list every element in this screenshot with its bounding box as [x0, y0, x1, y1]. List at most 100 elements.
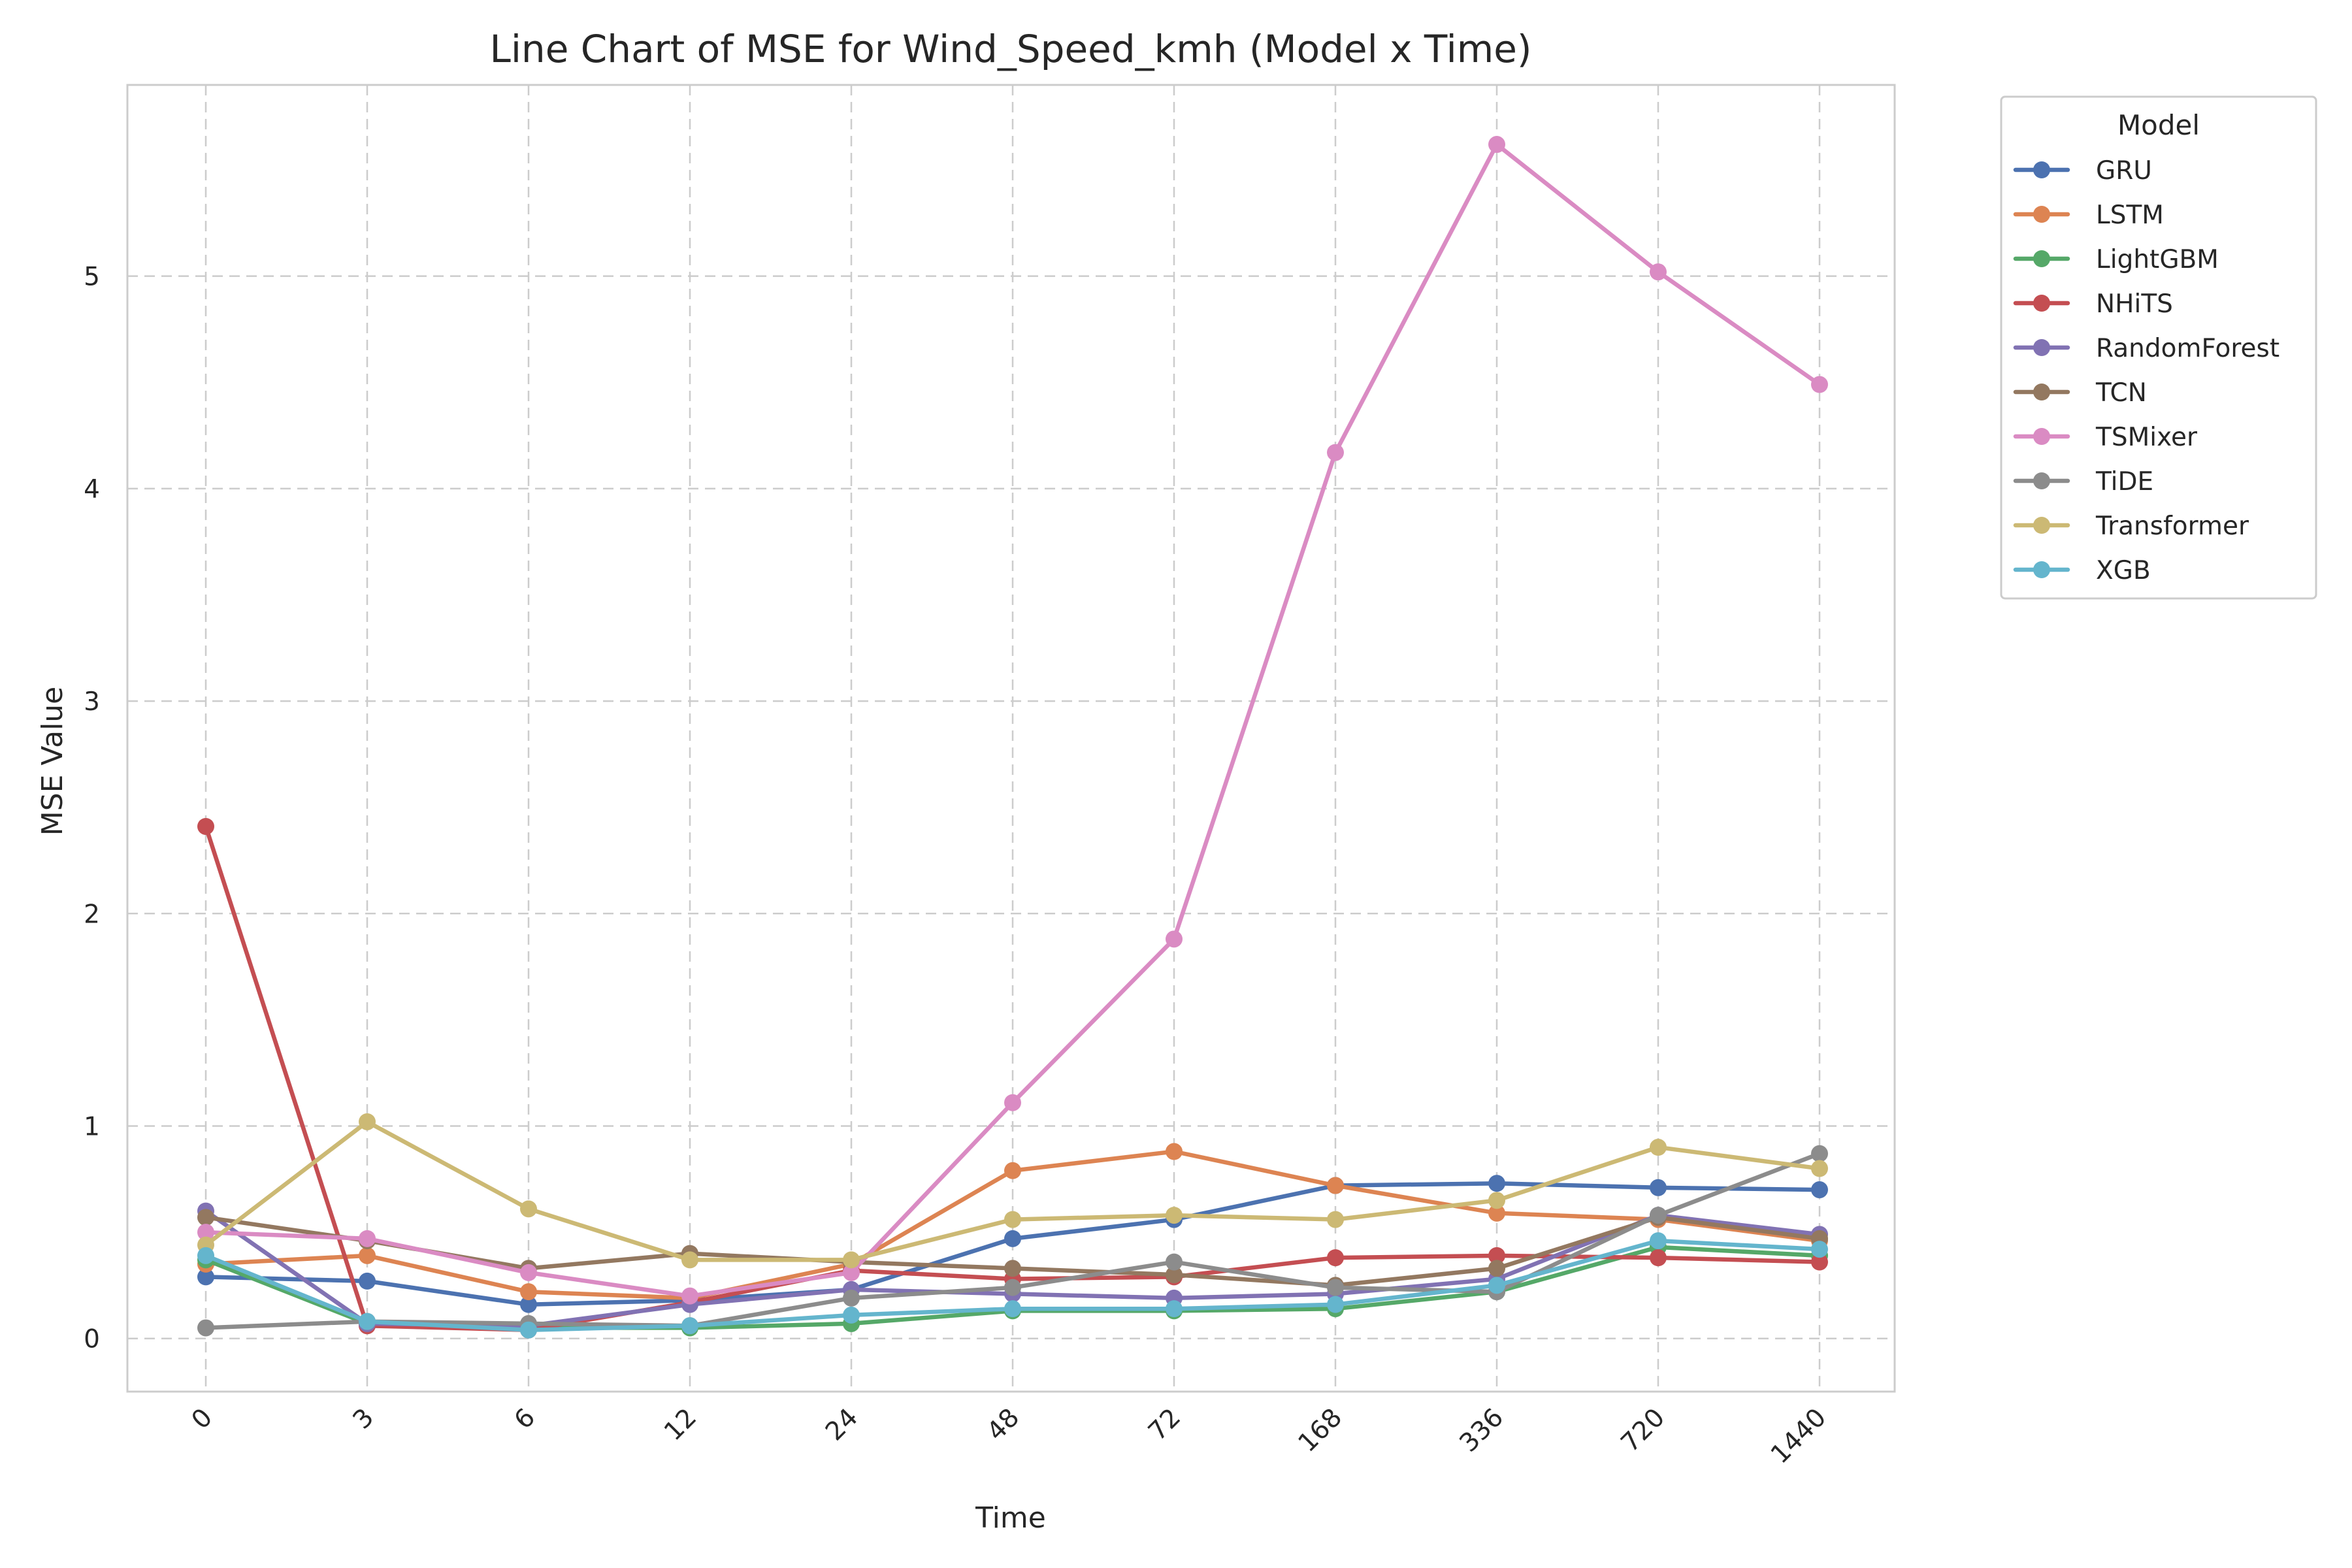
y-axis-ticks: 0 1 2 3 4 5	[84, 263, 100, 1354]
data-point	[1650, 1139, 1667, 1156]
data-point	[843, 1306, 860, 1324]
data-point	[1327, 1211, 1344, 1228]
legend-marker	[2033, 295, 2050, 312]
legend-marker	[2033, 339, 2050, 356]
data-point	[681, 1251, 698, 1269]
y-tick-label: 4	[84, 475, 100, 504]
data-point	[1166, 1143, 1183, 1160]
legend-item-tide: TiDE	[2013, 467, 2153, 497]
data-point	[1166, 930, 1183, 948]
data-point	[520, 1264, 537, 1281]
data-point	[843, 1251, 860, 1269]
legend-item-gru: GRU	[2013, 156, 2152, 186]
data-point	[359, 1247, 376, 1264]
data-point	[359, 1272, 376, 1290]
data-point	[1004, 1260, 1021, 1277]
y-tick-label: 0	[84, 1325, 100, 1354]
data-point	[1650, 1207, 1667, 1224]
data-point	[1004, 1230, 1021, 1247]
legend-label: XGB	[2096, 556, 2151, 585]
data-point	[1327, 1249, 1344, 1267]
legend-box	[2000, 95, 2317, 600]
data-point	[1650, 1179, 1667, 1196]
data-point	[1327, 1279, 1344, 1296]
legend-label: RandomForest	[2096, 334, 2279, 363]
data-point	[1327, 1296, 1344, 1313]
legend-label: LSTM	[2096, 201, 2164, 230]
legend-marker	[2033, 428, 2050, 445]
data-point	[1327, 1177, 1344, 1194]
data-point	[359, 1113, 376, 1130]
y-tick-label: 5	[84, 263, 100, 292]
data-point	[1650, 263, 1667, 281]
data-point	[1488, 1260, 1505, 1277]
data-point	[197, 1268, 214, 1286]
y-axis-label: MSE Value	[36, 687, 69, 836]
data-point	[359, 1230, 376, 1247]
data-point	[520, 1296, 537, 1313]
data-point	[681, 1287, 698, 1305]
data-point	[359, 1313, 376, 1330]
data-point	[520, 1321, 537, 1339]
legend-marker	[2033, 472, 2050, 489]
legend-item-randomforest: RandomForest	[2013, 334, 2279, 363]
data-point	[197, 1209, 214, 1226]
legend-item-nhits: NHiTS	[2013, 289, 2173, 319]
data-point	[1166, 1266, 1183, 1284]
legend-item-tcn: TCN	[2013, 378, 2147, 408]
data-point	[1004, 1094, 1021, 1111]
legend-label: Transformer	[2095, 512, 2249, 541]
legend-title: Model	[2117, 109, 2200, 141]
data-point	[1650, 1249, 1667, 1267]
data-point	[1488, 1277, 1505, 1294]
legend-item-tsmixer: TSMixer	[2013, 423, 2198, 452]
legend-marker	[2033, 161, 2050, 178]
data-point	[681, 1317, 698, 1335]
x-axis-label: Time	[975, 1501, 1046, 1535]
data-point	[1811, 1241, 1828, 1258]
legend-label: TSMixer	[2095, 423, 2198, 452]
legend-item-lstm: LSTM	[2013, 201, 2164, 230]
data-point	[1811, 376, 1828, 393]
legend-label: TCN	[2095, 378, 2147, 408]
data-point	[1166, 1207, 1183, 1224]
legend-item-lightgbm: LightGBM	[2013, 245, 2219, 274]
data-point	[1650, 1232, 1667, 1250]
data-point	[1488, 136, 1505, 154]
data-point	[1488, 1247, 1505, 1264]
data-point	[520, 1200, 537, 1218]
plot-area	[127, 85, 1895, 1392]
data-point	[843, 1289, 860, 1307]
data-point	[1004, 1300, 1021, 1318]
legend-marker	[2033, 561, 2050, 578]
data-point	[197, 1247, 214, 1264]
legend-label: LightGBM	[2096, 245, 2219, 274]
y-tick-label: 2	[84, 900, 100, 929]
legend-marker	[2033, 517, 2050, 534]
data-point	[1488, 1175, 1505, 1192]
data-point	[843, 1264, 860, 1281]
data-point	[1004, 1211, 1021, 1228]
legend: Model GRU LSTM LightGBM NHiTS RandomForest TC…	[2000, 95, 2317, 600]
series-xgb	[197, 1232, 1828, 1339]
data-point	[1166, 1300, 1183, 1318]
legend-items: GRU LSTM LightGBM NHiTS RandomForest TCN TSMix…	[2013, 156, 2279, 585]
data-point	[197, 817, 214, 835]
data-point	[1811, 1253, 1828, 1271]
legend-item-transformer: Transformer	[2013, 512, 2249, 541]
series-tsmixer	[197, 136, 1828, 1305]
data-point	[1811, 1145, 1828, 1162]
data-point	[1811, 1160, 1828, 1177]
data-point	[1488, 1204, 1505, 1222]
data-point	[520, 1283, 537, 1301]
data-point	[1004, 1162, 1021, 1179]
legend-label: NHiTS	[2096, 289, 2173, 319]
legend-label: TiDE	[2095, 467, 2153, 497]
data-point	[1166, 1253, 1183, 1271]
y-tick-label: 1	[84, 1112, 100, 1141]
data-point	[197, 1319, 214, 1337]
y-tick-label: 3	[84, 687, 100, 717]
plot-frame	[126, 84, 1896, 1393]
data-point	[1004, 1279, 1021, 1296]
